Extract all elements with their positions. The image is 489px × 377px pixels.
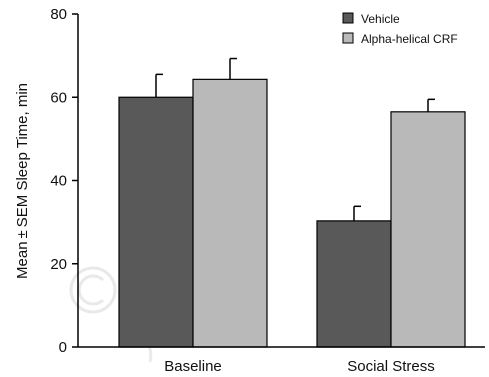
bars-group	[118, 78, 466, 348]
bar-alpha-helical-crf-social-stress	[390, 111, 466, 348]
y-tick-label: 0	[59, 339, 67, 356]
legend-label: Vehicle	[361, 12, 400, 26]
bar-alpha-helical-crf-baseline	[192, 78, 268, 348]
y-axis-label: Mean ± SEM Sleep Time, min	[14, 83, 31, 279]
legend-swatch	[342, 32, 354, 44]
legend-label: Alpha-helical CRF	[361, 32, 458, 46]
y-tick-label: 20	[50, 256, 67, 273]
y-tick-label: 80	[50, 6, 67, 23]
y-tick-label: 60	[50, 89, 67, 106]
bar-vehicle-baseline	[118, 96, 194, 348]
y-ticks-group: 0 20 40 60 80	[50, 6, 78, 356]
bar-vehicle-social-stress	[316, 220, 392, 348]
error-bars-group	[155, 57, 435, 221]
category-label: Baseline	[164, 358, 222, 375]
legend-swatch	[342, 12, 354, 24]
y-tick-label: 40	[50, 173, 67, 190]
legend: Vehicle Alpha-helical CRF	[342, 12, 458, 46]
category-label: Social Stress	[347, 358, 435, 375]
category-labels-group: Baseline Social Stress	[164, 358, 435, 375]
